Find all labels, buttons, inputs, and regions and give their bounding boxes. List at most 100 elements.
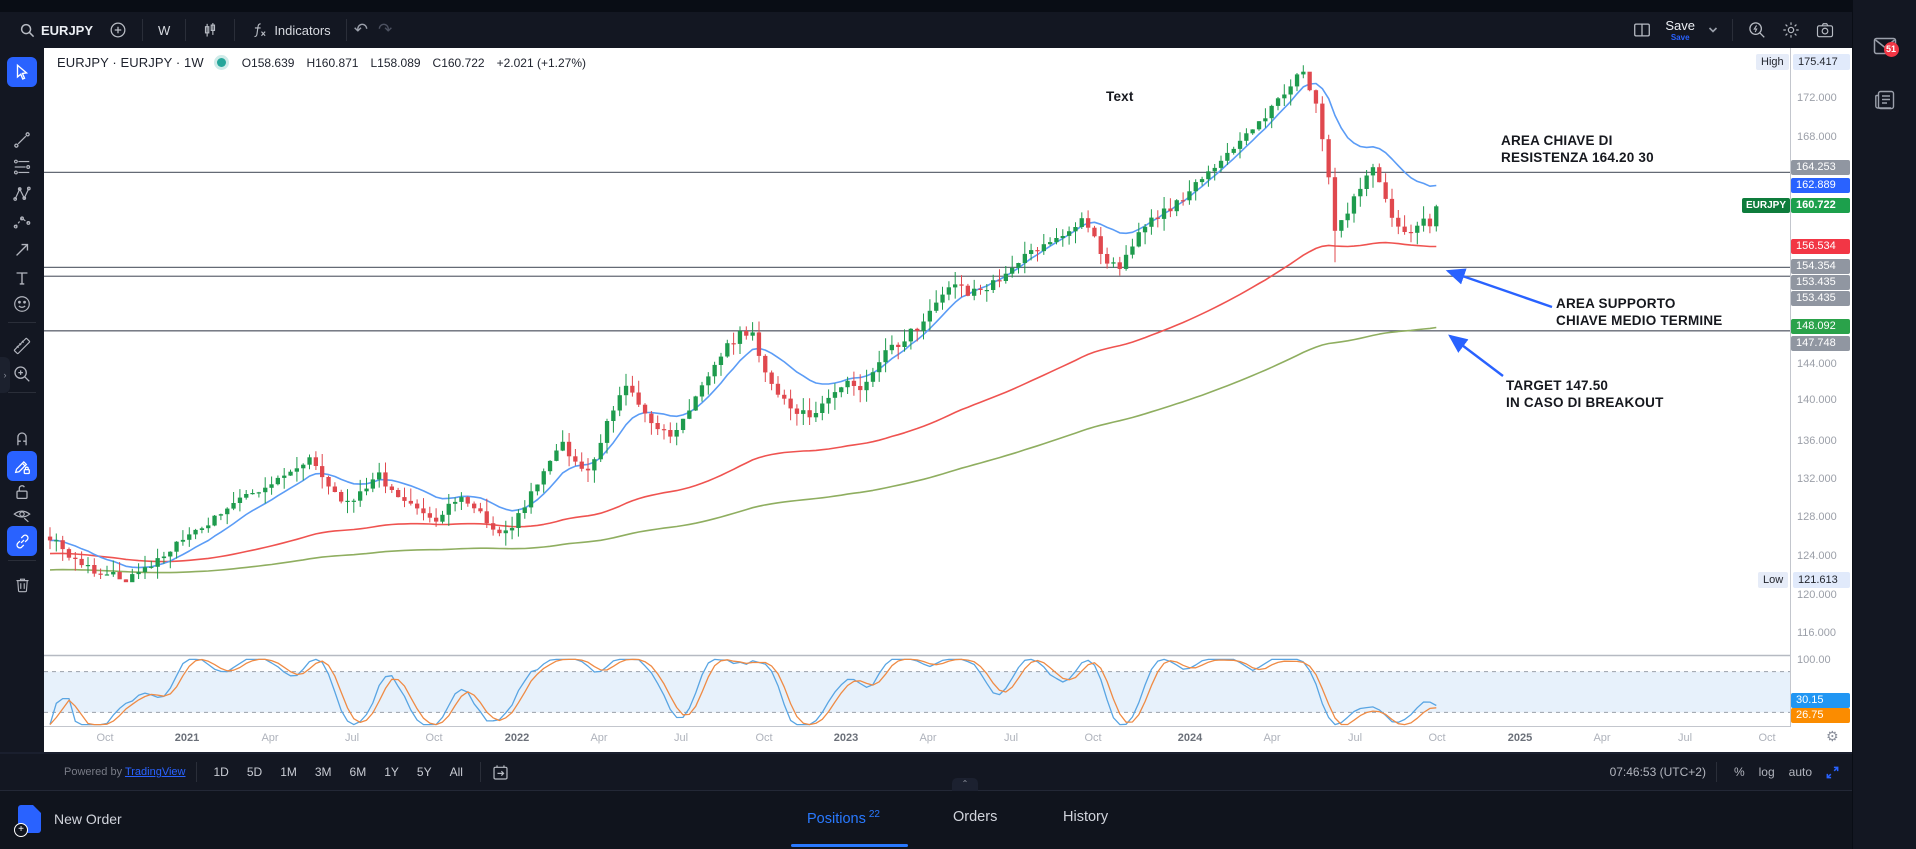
settings-gear-icon[interactable] [1774,17,1808,43]
trend-line-tool[interactable] [7,125,37,155]
plus-circle-icon [109,21,127,39]
gann-lines-tool[interactable] [7,152,37,182]
mail-inbox-icon[interactable]: 51 [1872,34,1899,63]
price-scale-border [1790,48,1791,752]
price-badge: 154.354 [1791,258,1850,274]
price-badge: 162.889 [1791,177,1850,193]
measure-ruler-tool[interactable] [7,331,37,361]
toolbar-divider [8,560,36,561]
range-button-all[interactable]: All [449,765,463,779]
log-scale-toggle[interactable]: log [1758,765,1775,779]
divider [234,19,236,41]
chart-pane[interactable]: EURJPY · EURJPY · 1W O158.639 H160.871 L… [44,48,1790,726]
time-axis-label: 2021 [174,732,200,744]
text-tool[interactable] [7,263,37,293]
tradingview-link[interactable]: TradingView [124,766,186,778]
range-button-5d[interactable]: 5D [246,765,263,779]
time-axis-label: Jul [1347,732,1363,744]
trading-panel: ⌃ + New Order Positions 22 Orders History [0,778,1852,849]
legend-symbol-title[interactable]: EURJPY · EURJPY · 1W [57,55,204,70]
tab-history[interactable]: History [1063,809,1109,825]
price-badge: 148.092 [1791,318,1850,334]
zoom-in-tool[interactable] [7,359,37,389]
range-button-5y[interactable]: 5Y [416,765,432,779]
magnet-tool[interactable] [7,423,37,453]
new-order-doc-icon: + [14,805,41,837]
function-icon [250,21,268,39]
percent-scale-toggle[interactable]: % [1733,765,1745,779]
price-badge: 26.75 [1791,707,1850,723]
emoji-tool[interactable] [7,289,37,319]
resistance-annotation[interactable]: AREA CHIAVE DI RESISTENZA 164.20 30 [1501,133,1654,165]
interval-button[interactable]: W [150,19,178,42]
high-value-chip: 175.417 [1793,54,1850,70]
remove-drawings-trash-tool[interactable] [7,569,37,599]
new-order-button[interactable]: + New Order [14,805,122,837]
news-journal-icon[interactable] [1873,88,1897,117]
time-axis-label: 2024 [1177,732,1203,744]
symbol-search-button[interactable]: EURJPY [12,19,101,42]
price-scale[interactable]: 172.000 168.000 144.000 140.000 136.000 132.0… [1791,48,1852,752]
cursor-tool[interactable] [7,57,37,87]
market-status-dot [216,58,226,67]
range-button-6m[interactable]: 6M [349,765,367,779]
quick-search-icon[interactable] [1740,17,1774,43]
tab-orders[interactable]: Orders [953,809,998,825]
save-button[interactable]: Save Save [1665,17,1695,42]
last-price-badge: 160.722 [1791,198,1850,213]
time-axis-label: Oct [425,732,443,744]
range-button-3m[interactable]: 3M [314,765,332,779]
time-axis-label: Apr [590,732,608,744]
divider [479,762,481,782]
candlestick-icon [201,21,219,39]
price-tick: 140.000 [1797,394,1837,406]
range-button-1m[interactable]: 1M [280,765,297,779]
clock[interactable]: 07:46:53 (UTC+2) [1609,765,1706,779]
support-annotation[interactable]: AREA SUPPORTO CHIAVE MEDIO TERMINE [1556,296,1723,328]
xabcd-pattern-tool[interactable] [7,179,37,209]
layout-select-icon[interactable] [1625,17,1659,43]
arrow-marker-tool[interactable] [7,235,37,265]
hide-drawings-eye-tool[interactable] [7,500,37,530]
time-axis-label: 2022 [504,732,530,744]
range-button-1y[interactable]: 1Y [384,765,399,779]
price-tick: 144.000 [1797,358,1837,370]
time-axis[interactable]: Oct 2021 Apr Jul Oct 2022 Apr Jul Oct 2023 Apr Jul O… [44,726,1852,752]
pane-settings-gear-icon[interactable]: ⚙ [1826,728,1839,744]
lock-all-tool[interactable] [7,477,37,507]
sync-drawings-link-tool[interactable] [7,526,37,556]
tab-positions[interactable]: Positions 22 [807,809,880,827]
compare-add-button[interactable] [101,17,135,43]
chevron-down-icon[interactable] [1701,22,1725,38]
interval-label: W [158,22,171,38]
auto-scale-toggle[interactable]: auto [1788,765,1812,779]
price-chart[interactable] [44,48,1790,726]
target-annotation[interactable]: TARGET 147.50 IN CASO DI BREAKOUT [1506,378,1664,410]
watchlist-expand-handle[interactable]: › [0,357,10,393]
time-axis-label: Apr [1263,732,1281,744]
maximize-pane-icon[interactable] [1825,765,1840,780]
price-tick: 172.000 [1797,92,1837,104]
forecast-tool[interactable] [7,207,37,237]
drawing-mode-lock-tool[interactable] [7,451,37,481]
price-tick: 168.000 [1797,131,1837,143]
indicators-button[interactable]: Indicators [242,17,338,43]
plus-badge-icon: + [14,823,28,837]
redo-icon[interactable]: ↷ [377,20,393,39]
chart-style-button[interactable] [193,17,227,43]
go-to-date-icon[interactable] [491,763,510,782]
free-text-annotation[interactable]: Text [1106,89,1134,104]
last-price-symbol-chip: EURJPY [1742,198,1790,213]
price-tick: 116.000 [1797,627,1836,639]
range-button-1d[interactable]: 1D [213,765,229,779]
undo-icon[interactable]: ↶ [353,20,368,39]
panel-collapse-chevron[interactable]: ⌃ [952,778,978,791]
legend-change: +2.021 (+1.27%) [496,55,586,70]
divider [1732,19,1733,41]
mail-unread-badge: 51 [1883,42,1899,57]
toolbar-divider [8,392,36,393]
low-value-chip: 121.613 [1793,572,1850,588]
screenshot-camera-icon[interactable] [1808,17,1842,43]
time-axis-label: Jul [1003,732,1019,744]
time-axis-label: Jul [344,732,360,744]
